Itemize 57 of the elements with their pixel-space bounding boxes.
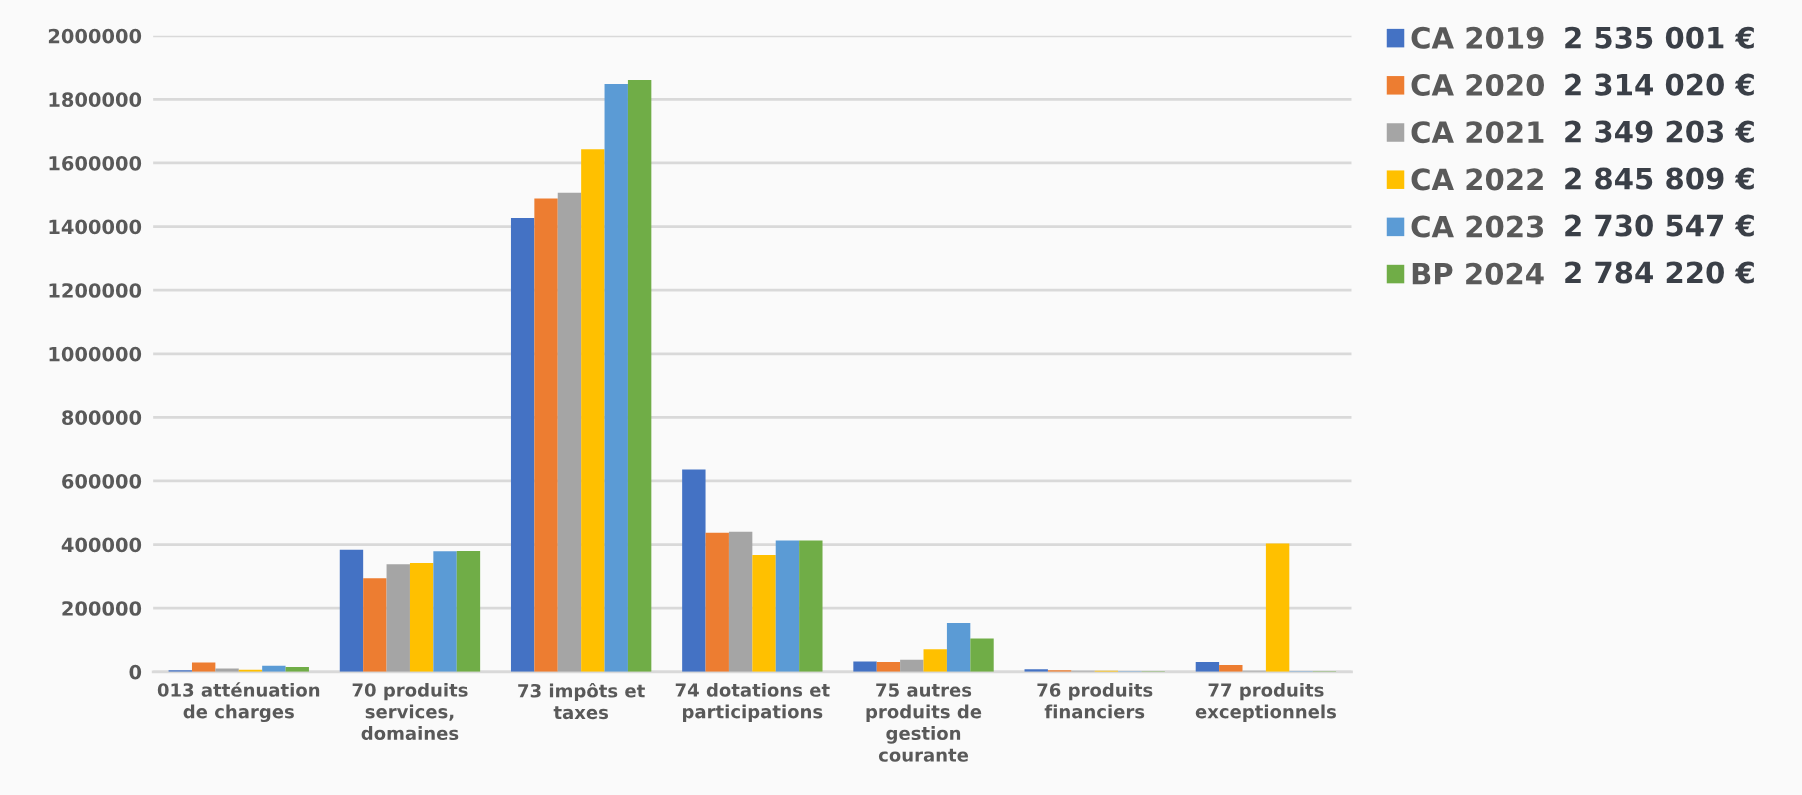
- x-tick-label: 013 atténuation de charges: [157, 682, 320, 723]
- bar: [970, 638, 994, 672]
- bar: [799, 540, 823, 672]
- bar: [534, 198, 558, 672]
- bar: [386, 564, 410, 672]
- bar: [604, 84, 628, 672]
- bar: [682, 469, 706, 672]
- bar: [456, 550, 481, 672]
- y-tick-label: 0: [129, 664, 142, 680]
- legend-label: BP 2024: [1412, 262, 1544, 285]
- y-tick-label: 200000: [62, 601, 142, 616]
- y-tick-label: 2000000: [48, 28, 142, 44]
- text: 2 730 547 €: [1565, 214, 1754, 237]
- bar: [853, 661, 877, 672]
- y-tick-label: 400000: [61, 537, 142, 553]
- bar: [946, 623, 971, 672]
- bar: [752, 555, 776, 672]
- bar: [557, 192, 582, 672]
- y-tick-label: 600000: [62, 473, 142, 489]
- bar: [627, 79, 652, 672]
- bar: [1219, 665, 1243, 672]
- text: 2 349 203 €: [1565, 120, 1754, 143]
- bar: [1265, 543, 1290, 672]
- bar: [510, 217, 535, 672]
- bar: [728, 531, 753, 672]
- bar: [581, 149, 605, 672]
- x-tick-label: 70 produits services, domaines: [352, 682, 468, 741]
- bar: [409, 563, 434, 672]
- bar: [775, 540, 800, 672]
- bar: [339, 549, 364, 672]
- y-tick-label: 1000000: [49, 346, 142, 362]
- bar: [433, 551, 457, 672]
- y-tick-label: 1400000: [49, 219, 142, 235]
- bar: [923, 649, 947, 672]
- bar: [1195, 661, 1220, 672]
- bar: [900, 659, 924, 672]
- text: 2 845 809 €: [1565, 167, 1754, 190]
- text: 2 535 001 €: [1565, 26, 1754, 49]
- x-tick-label: 77 produits exceptionnels: [1195, 682, 1336, 722]
- legend-label: CA 2020: [1411, 73, 1545, 97]
- x-tick-label: 76 produits financiers: [1037, 682, 1153, 719]
- legend-label: CA 2022: [1411, 168, 1543, 191]
- text: 2 784 220 €: [1565, 261, 1754, 284]
- legend-label: CA 2019: [1411, 26, 1544, 49]
- bar: [705, 532, 729, 672]
- y-tick-label: 1600000: [49, 155, 142, 171]
- y-tick-label: 800000: [62, 410, 142, 426]
- x-tick-label: 74 dotations et participations: [675, 682, 830, 722]
- x-tick-label: 75 autres produits de gestion courante: [866, 683, 982, 762]
- text: 2 314 020 €: [1565, 73, 1754, 96]
- y-tick-label: 1200000: [49, 283, 142, 298]
- legend-label: CA 2021: [1411, 121, 1544, 144]
- bar: [876, 661, 901, 672]
- x-tick-label: 73 impôts et taxes: [518, 682, 645, 720]
- bar: [363, 578, 387, 672]
- y-tick-label: 1800000: [49, 92, 142, 108]
- legend-label: CA 2023: [1411, 215, 1544, 238]
